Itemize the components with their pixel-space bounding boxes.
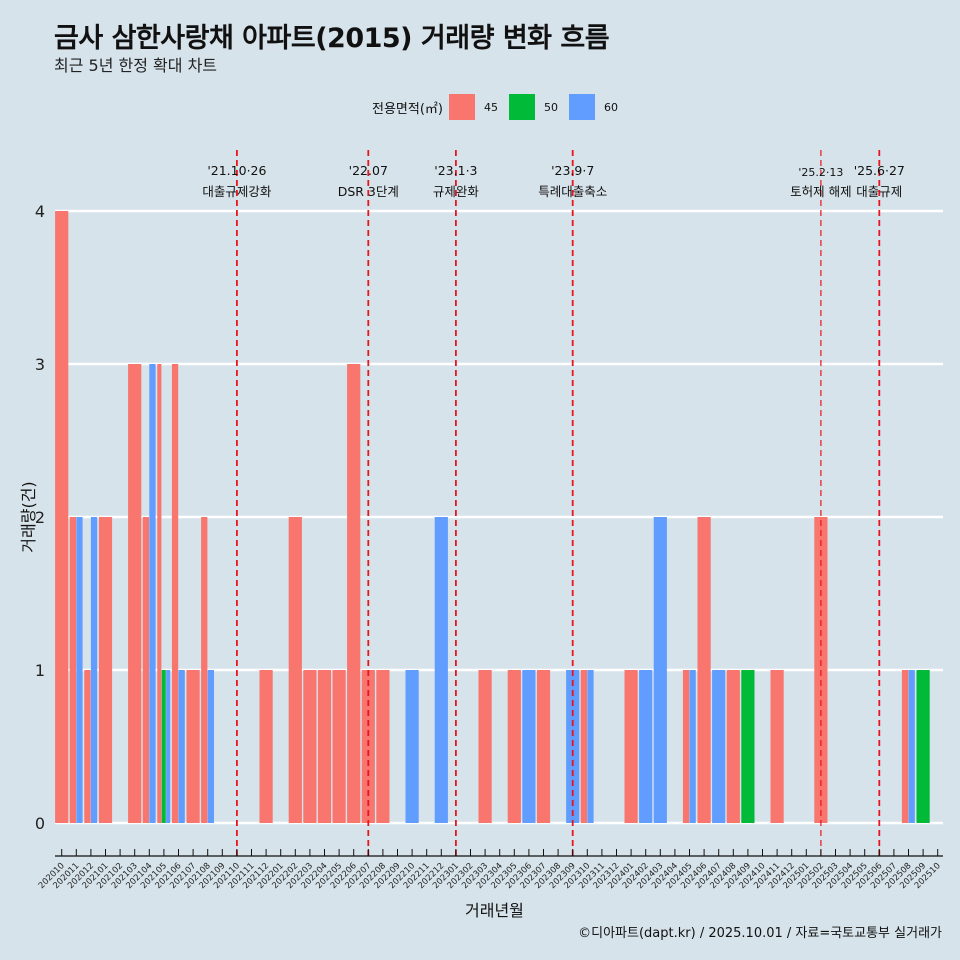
legend-swatch-50 <box>508 94 535 120</box>
bar-202409-50 <box>741 670 755 823</box>
bar-202309-60 <box>566 670 580 823</box>
bar-202208-45 <box>376 670 390 823</box>
bar-202010-45 <box>55 211 69 823</box>
event-label: 대출규제 <box>856 184 902 199</box>
legend-label-45: 45 <box>483 100 498 114</box>
bar-202012-60 <box>90 517 98 823</box>
bar-202405-60 <box>689 670 696 823</box>
bar-202310-60 <box>587 670 594 823</box>
bar-202106-45 <box>171 364 179 823</box>
bar-202509-50 <box>916 670 930 823</box>
bar-202205-45 <box>332 670 346 823</box>
event-date: '23.9·7 <box>551 163 594 178</box>
bars <box>55 211 930 823</box>
legend-swatch-45 <box>448 94 475 120</box>
y-axis-label: 거래량(건) <box>19 481 38 553</box>
event-label: 토허제 해제 <box>790 184 851 199</box>
bar-202112-45 <box>259 670 273 823</box>
bar-202105-50 <box>161 670 166 823</box>
bar-202401-45 <box>624 670 638 823</box>
y-axis-ticks: 0 1 2 3 4 <box>35 202 45 833</box>
bar-202206-45 <box>347 364 361 823</box>
bar-202405-45 <box>682 670 690 823</box>
bar-202407-60 <box>712 670 726 823</box>
bar-202207-45 <box>361 670 375 823</box>
source-caption: ©디아파트(dapt.kr) / 2025.10.01 / 자료=국토교통부 실… <box>578 926 942 941</box>
bar-202508-45 <box>901 670 909 823</box>
chart-subtitle: 최근 5년 한정 확대 차트 <box>54 56 218 75</box>
bar-202212-60 <box>434 517 448 823</box>
y-tick-label: 0 <box>35 814 45 833</box>
bar-202108-45 <box>201 517 208 823</box>
event-label: 대출규제강화 <box>202 184 272 199</box>
bar-202305-45 <box>507 670 521 823</box>
event-label: 규제완화 <box>433 184 480 199</box>
bar-202108-60 <box>207 670 214 823</box>
x-axis: 2020102020112020122021012021022021032021… <box>37 849 943 891</box>
legend-swatch-60 <box>568 94 595 120</box>
chart-title: 금사 삼한사랑채 아파트(2015) 거래량 변화 흐름 <box>54 23 610 54</box>
event-lines <box>235 150 881 858</box>
event-date: '25.2·13 <box>798 166 843 179</box>
legend: 전용면적(㎡) 45 50 60 <box>372 93 627 121</box>
y-tick-label: 4 <box>35 202 45 221</box>
bar-202307-45 <box>536 670 551 823</box>
legend-title: 전용면적(㎡) <box>372 101 443 117</box>
bar-202204-45 <box>317 670 332 823</box>
bar-202310-45 <box>580 670 587 823</box>
bar-202012-45 <box>84 670 91 823</box>
bar-202011-60 <box>76 517 83 823</box>
legend-label-50: 50 <box>543 100 558 114</box>
bar-202403-60 <box>653 517 667 823</box>
bar-202508-60 <box>908 670 915 823</box>
bar-202303-45 <box>478 670 492 823</box>
event-label: DSR 3단계 <box>338 184 399 199</box>
bar-202306-60 <box>522 670 536 823</box>
bar-202011-45 <box>69 517 76 823</box>
event-date: '25.6·27 <box>854 163 905 178</box>
bar-202411-45 <box>770 670 784 823</box>
bar-202105-45 <box>157 364 162 823</box>
event-date: '21.10·26 <box>207 163 266 178</box>
bar-202104-45 <box>142 517 149 823</box>
y-tick-label: 2 <box>35 508 45 527</box>
y-tick-label: 3 <box>35 355 45 374</box>
y-tick-label: 1 <box>35 661 45 680</box>
event-label: 특례대출축소 <box>538 184 607 199</box>
bar-202106-60 <box>178 670 185 823</box>
bar-202408-45 <box>726 670 740 823</box>
event-date: '23.1·3 <box>434 163 477 178</box>
bar-202104-60 <box>149 364 156 823</box>
bar-202210-60 <box>405 670 419 823</box>
bar-202406-45 <box>697 517 711 823</box>
x-axis-label: 거래년월 <box>465 901 524 920</box>
bar-202105-60 <box>166 670 171 823</box>
event-date: '22.07 <box>349 163 388 178</box>
legend-label-60: 60 <box>603 100 618 114</box>
bar-202402-60 <box>639 670 653 823</box>
bar-202202-45 <box>288 517 302 823</box>
bar-202107-45 <box>186 670 200 823</box>
bar-202203-45 <box>303 670 317 823</box>
event-annotations: '21.10·26 대출규제강화 '22.07 DSR 3단계 '23.1·3 규제완화 '… <box>202 163 904 199</box>
bar-202103-45 <box>128 364 142 823</box>
bar-202101-45 <box>98 517 113 823</box>
